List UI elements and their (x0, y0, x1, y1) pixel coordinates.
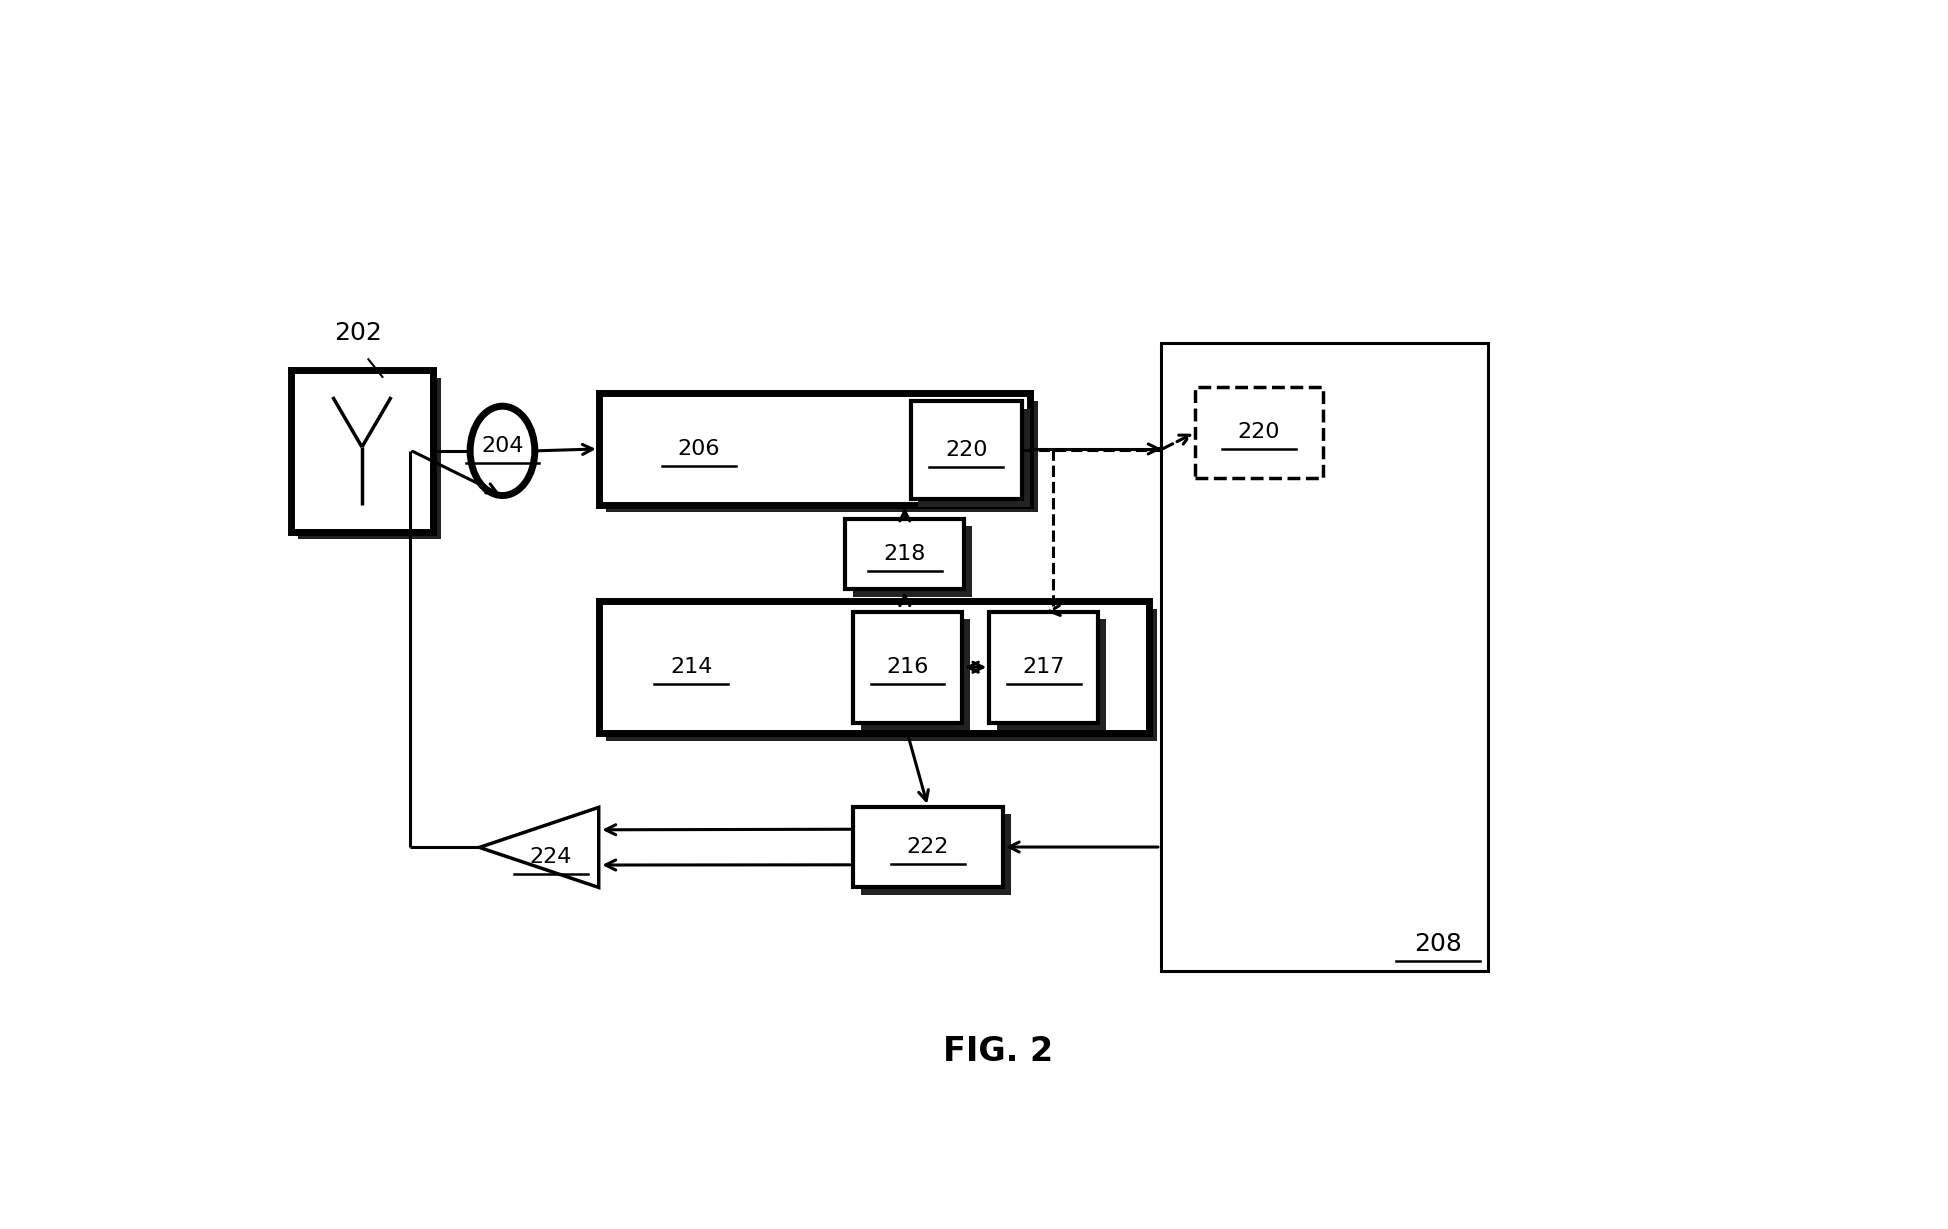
Bar (598, 601, 1149, 734)
Text: FIG. 2: FIG. 2 (943, 1035, 1054, 1068)
Bar (1161, 343, 1488, 971)
Text: 216: 216 (886, 658, 929, 677)
Bar (290, 370, 432, 532)
Bar (997, 619, 1106, 730)
Ellipse shape (469, 407, 536, 495)
Text: 202: 202 (333, 321, 382, 345)
Text: 204: 204 (481, 436, 524, 456)
Polygon shape (479, 807, 598, 887)
Bar (910, 401, 1023, 499)
Bar (853, 526, 972, 597)
Bar (1196, 387, 1323, 478)
Bar (853, 806, 1003, 887)
Bar (861, 815, 1011, 895)
Text: 218: 218 (884, 544, 925, 564)
Bar (918, 408, 1030, 508)
Bar (606, 608, 1157, 741)
Text: 208: 208 (1414, 932, 1461, 956)
Bar (845, 519, 964, 590)
Bar (598, 393, 1030, 505)
Text: 220: 220 (945, 440, 988, 460)
Text: 217: 217 (1023, 658, 1066, 677)
Text: 206: 206 (678, 439, 721, 458)
Text: 214: 214 (670, 658, 713, 677)
Bar (861, 619, 970, 730)
Bar (606, 401, 1038, 512)
Text: 224: 224 (530, 847, 573, 866)
Bar (853, 612, 962, 723)
Bar (990, 612, 1099, 723)
Bar (298, 377, 440, 540)
Text: 220: 220 (1237, 423, 1280, 442)
Text: 222: 222 (906, 837, 949, 857)
